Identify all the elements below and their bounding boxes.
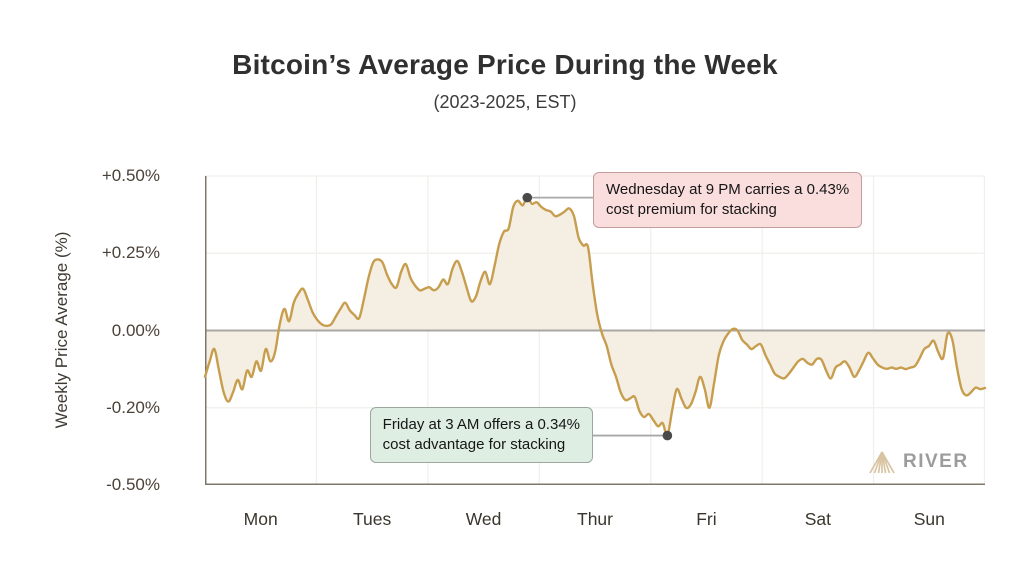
page-title: Bitcoin’s Average Price During the Week [232,49,778,80]
price-line [203,196,987,437]
annotation-dot [522,192,533,203]
x-tick-label-tues: Tues [353,509,392,529]
price-area-chart [203,175,987,485]
area-fill [205,197,985,436]
brand-logo-text: RIVER [903,450,969,472]
brand-logo: RIVER [868,448,969,475]
annotation-trough-callout: Friday at 3 AM offers a 0.34% cost advan… [369,407,593,463]
annotation-dot [662,430,673,441]
y-tick-label: 0.00% [111,320,160,340]
y-tick-label: +0.50% [101,166,160,185]
y-axis-title: Weekly Price Average (%) [52,231,71,429]
x-tick-label-mon: Mon [243,509,278,529]
x-tick-label-sat: Sat [804,509,831,529]
x-tick-label-fri: Fri [696,509,717,529]
y-tick-label: -0.50% [106,475,160,494]
x-tick-label-thur: Thur [577,509,613,529]
y-tick-label: +0.25% [101,243,160,263]
annotation-peak-callout: Wednesday at 9 PM carries a 0.43% cost p… [593,172,863,228]
river-mountain-icon [869,451,895,473]
page-subtitle: (2023-2025, EST) [433,92,577,112]
logo-ray [881,451,895,473]
x-tick-label-wed: Wed [465,509,502,529]
x-tick-label-sun: Sun [913,509,945,529]
y-tick-label: -0.20% [106,397,160,417]
